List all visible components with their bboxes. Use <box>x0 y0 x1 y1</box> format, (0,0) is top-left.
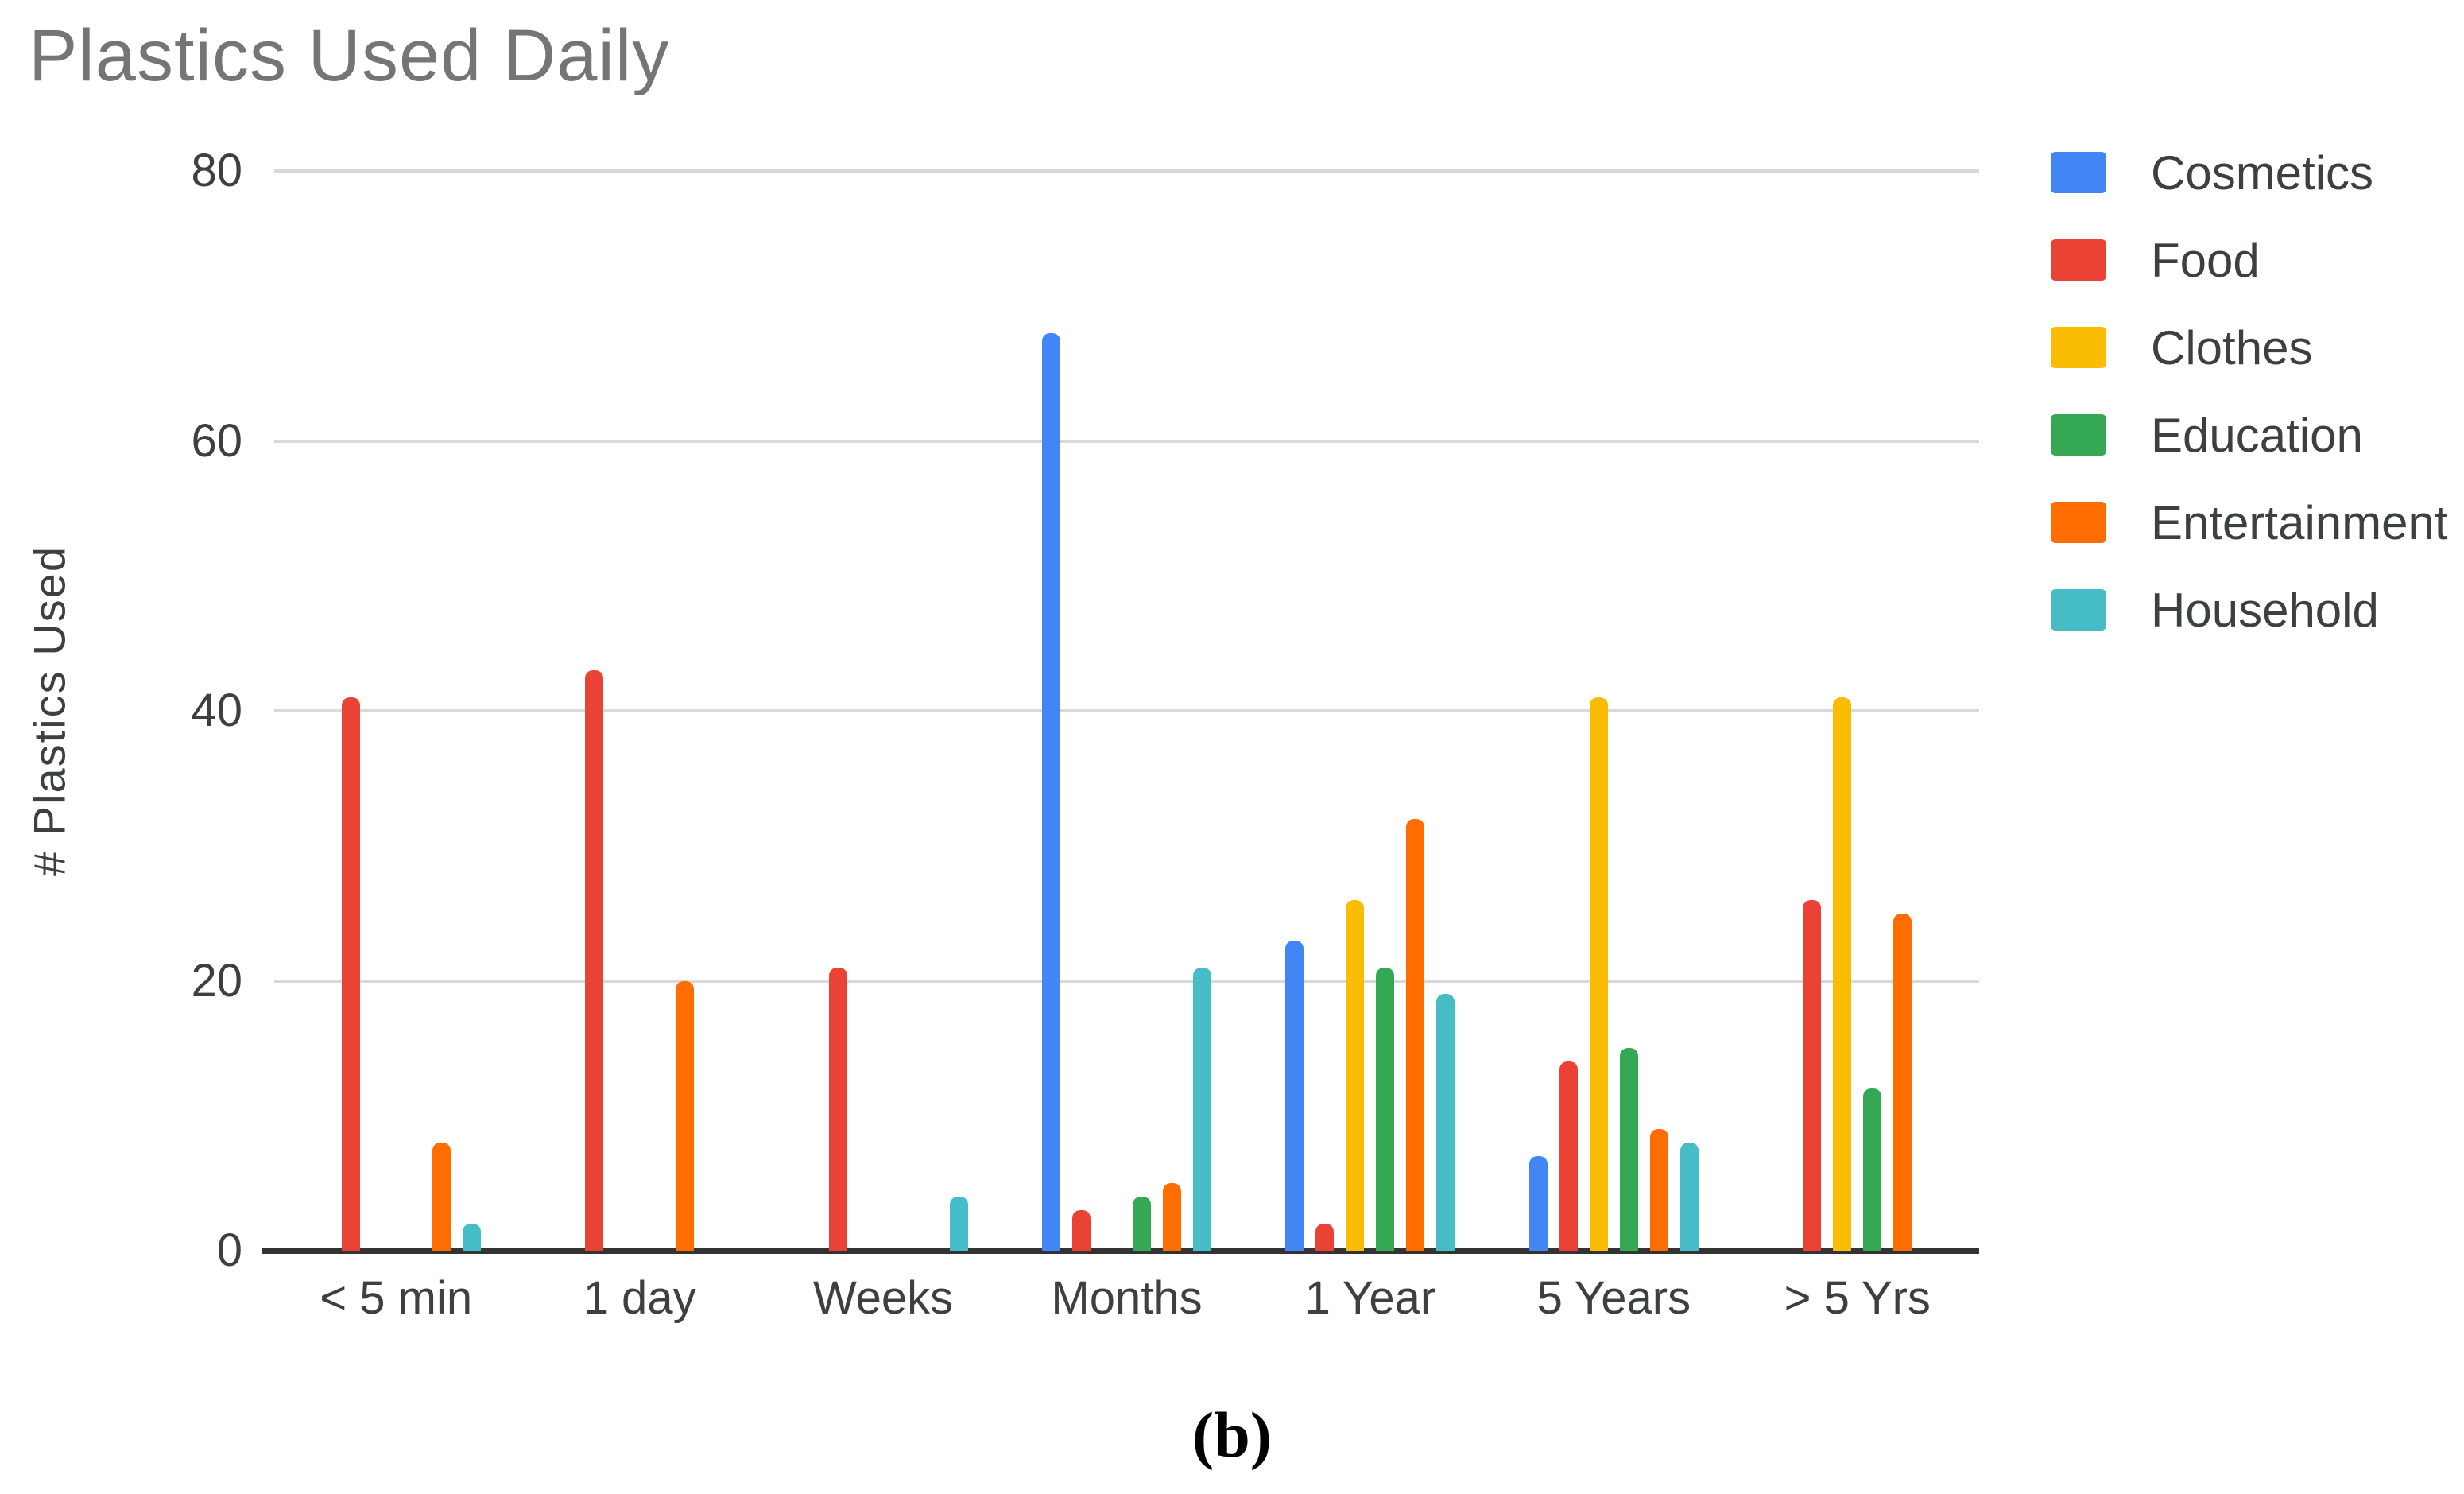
bar-entertainment-5 <box>1406 818 1425 1251</box>
bar-education-6 <box>1619 1048 1638 1251</box>
y-tick-label: 40 <box>191 685 242 736</box>
bar-entertainment-7 <box>1893 913 1912 1251</box>
bar-entertainment-4 <box>1163 1183 1181 1251</box>
bar-entertainment-1 <box>432 1143 451 1251</box>
y-tick-label: 80 <box>191 145 242 196</box>
x-axis-label: Weeks <box>812 1272 954 1324</box>
bar-education-7 <box>1863 1088 1882 1251</box>
bar-household-1 <box>462 1224 481 1251</box>
bar-education-4 <box>1133 1197 1151 1251</box>
legend-swatch-household <box>2051 589 2106 631</box>
chart-title: Plastics Used Daily <box>29 15 670 96</box>
bar-food-2 <box>585 670 604 1251</box>
bar-entertainment-6 <box>1649 1129 1668 1251</box>
legend-label: Education <box>2151 408 2363 462</box>
gridline <box>274 439 1979 443</box>
x-axis-label: Months <box>1051 1272 1203 1324</box>
x-axis-line <box>262 1248 1979 1254</box>
legend-swatch-education <box>2051 414 2106 456</box>
legend-item-entertainment: Entertainment <box>2051 496 2448 549</box>
bar-entertainment-2 <box>676 980 695 1251</box>
x-axis-label: 1 Year <box>1304 1272 1436 1324</box>
legend-swatch-entertainment <box>2051 502 2106 543</box>
legend-item-cosmetics: Cosmetics <box>2051 146 2373 200</box>
bar-cosmetics-6 <box>1528 1156 1548 1251</box>
legend-item-clothes: Clothes <box>2051 321 2312 374</box>
bar-household-3 <box>949 1197 968 1251</box>
bar-food-5 <box>1315 1224 1335 1251</box>
legend-swatch-cosmetics <box>2051 152 2106 193</box>
bar-food-7 <box>1803 899 1822 1251</box>
legend-swatch-food <box>2051 239 2106 281</box>
y-axis-label: # Plastics Used <box>24 545 75 876</box>
legend-item-household: Household <box>2051 584 2379 637</box>
bar-education-5 <box>1376 967 1395 1251</box>
legend-label: Household <box>2151 583 2379 637</box>
gridline <box>274 169 1979 173</box>
bar-cosmetics-4 <box>1042 332 1060 1251</box>
x-axis-label: 5 Years <box>1536 1272 1691 1324</box>
bar-household-6 <box>1679 1143 1699 1251</box>
x-axis-label: < 5 min <box>320 1272 473 1324</box>
bar-clothes-7 <box>1833 697 1852 1251</box>
legend-label: Cosmetics <box>2151 146 2374 200</box>
legend-label: Entertainment <box>2151 495 2448 549</box>
y-tick-label: 60 <box>191 414 242 467</box>
y-tick-label: 20 <box>191 954 242 1007</box>
gridline <box>274 979 1979 983</box>
bar-food-6 <box>1559 1061 1578 1251</box>
bar-cosmetics-5 <box>1285 940 1304 1251</box>
bar-food-3 <box>828 967 847 1251</box>
x-axis-label: > 5 Yrs <box>1784 1272 1931 1324</box>
bar-household-4 <box>1193 967 1211 1251</box>
bar-household-5 <box>1436 994 1455 1251</box>
y-tick-label: 0 <box>216 1224 242 1276</box>
x-axis-label: 1 day <box>583 1272 696 1324</box>
gridline <box>274 709 1979 712</box>
legend-swatch-clothes <box>2051 327 2106 368</box>
legend-item-food: Food <box>2051 234 2260 287</box>
bar-clothes-5 <box>1346 899 1365 1251</box>
figure-caption: (b) <box>1191 1399 1273 1471</box>
bar-clothes-6 <box>1589 697 1608 1251</box>
legend-item-education: Education <box>2051 409 2363 462</box>
legend-label: Clothes <box>2151 320 2313 374</box>
legend-label: Food <box>2151 233 2260 287</box>
bar-food-1 <box>341 697 360 1251</box>
bar-food-4 <box>1072 1210 1091 1251</box>
